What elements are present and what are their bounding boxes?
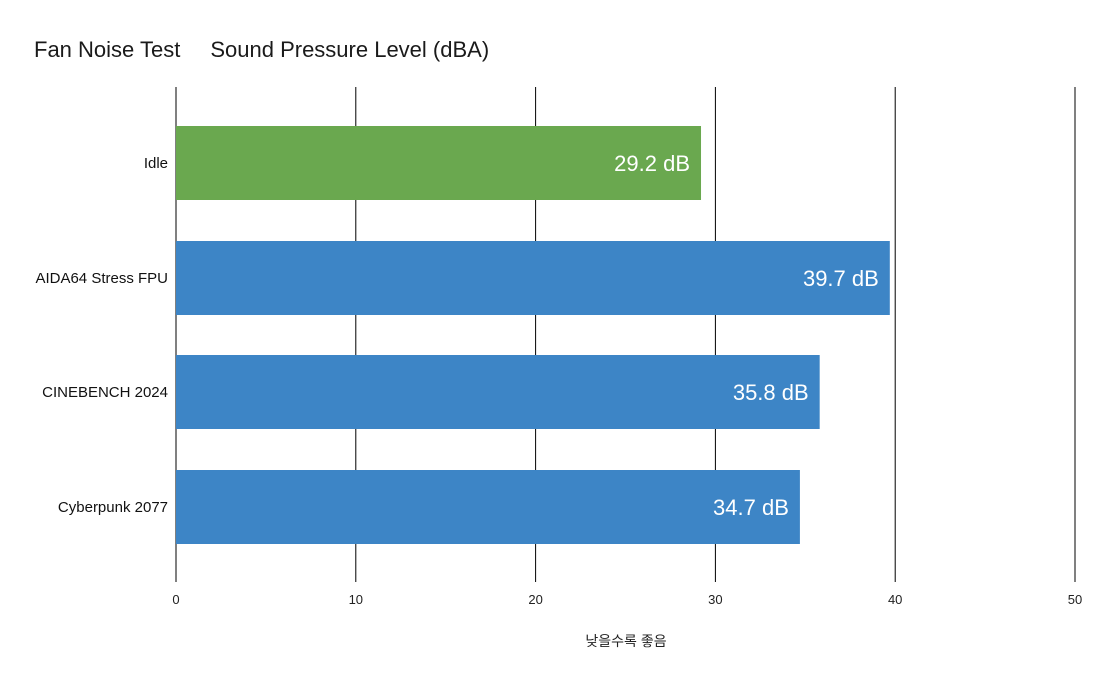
- bar: [176, 241, 890, 315]
- chart-title-row: Fan Noise Test Sound Pressure Level (dBA…: [34, 34, 489, 66]
- category-label: AIDA64 Stress FPU: [35, 270, 168, 287]
- chart-title: Fan Noise Test: [34, 37, 181, 62]
- data-label: 39.7 dB: [803, 266, 879, 291]
- data-label: 35.8 dB: [733, 380, 809, 405]
- data-label: 34.7 dB: [713, 495, 789, 520]
- chart-subtitle: Sound Pressure Level (dBA): [210, 37, 490, 62]
- category-label: Cyberpunk 2077: [58, 499, 168, 516]
- x-tick-label: 50: [1068, 592, 1082, 607]
- category-label: Idle: [144, 155, 168, 172]
- x-tick-label: 10: [349, 592, 363, 607]
- x-tick-label: 0: [172, 592, 179, 607]
- x-tick-label: 20: [528, 592, 542, 607]
- bar: [176, 355, 820, 429]
- x-axis-label: 낮을수록 좋음: [585, 633, 667, 649]
- category-label: CINEBENCH 2024: [42, 384, 168, 401]
- x-tick-label: 30: [708, 592, 722, 607]
- bar: [176, 126, 702, 200]
- bar: [176, 470, 800, 544]
- x-tick-label: 40: [888, 592, 902, 607]
- data-label: 29.2 dB: [614, 151, 690, 176]
